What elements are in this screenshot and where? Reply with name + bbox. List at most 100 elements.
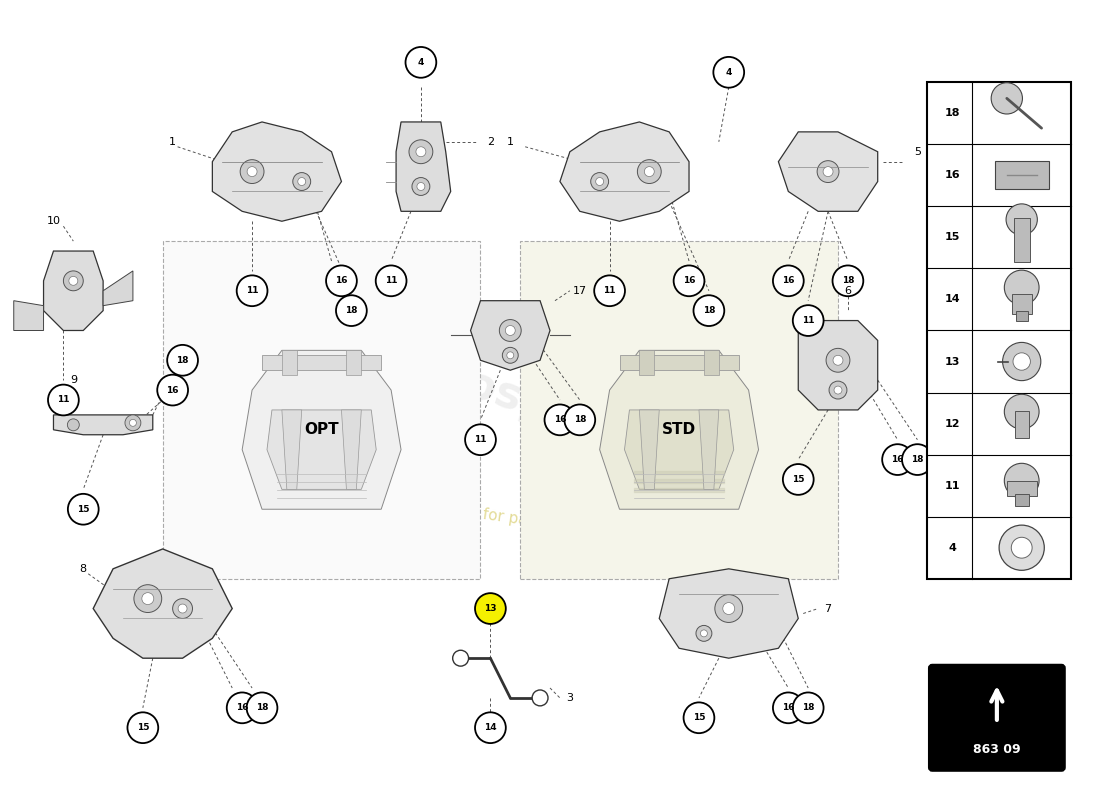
Text: 11: 11: [945, 481, 960, 490]
Circle shape: [637, 160, 661, 183]
Circle shape: [236, 275, 267, 306]
Text: OPT: OPT: [305, 422, 339, 438]
Circle shape: [465, 424, 496, 455]
Text: 16: 16: [166, 386, 179, 394]
Text: 1: 1: [169, 137, 176, 147]
Text: 15: 15: [792, 475, 804, 484]
Text: 15: 15: [693, 714, 705, 722]
Polygon shape: [639, 410, 659, 490]
Text: 4: 4: [726, 68, 732, 77]
FancyBboxPatch shape: [1015, 311, 1027, 322]
Text: 12: 12: [945, 418, 960, 429]
Polygon shape: [44, 251, 103, 330]
Circle shape: [417, 182, 425, 190]
Text: 4: 4: [418, 58, 425, 67]
Circle shape: [544, 405, 575, 435]
Text: 11: 11: [57, 395, 69, 405]
Circle shape: [823, 166, 833, 177]
Text: 10: 10: [46, 216, 60, 226]
Polygon shape: [560, 122, 689, 222]
Circle shape: [227, 693, 257, 723]
Circle shape: [246, 693, 277, 723]
Circle shape: [499, 319, 521, 342]
Circle shape: [167, 345, 198, 376]
Text: 5: 5: [914, 146, 921, 157]
Circle shape: [416, 146, 426, 157]
Circle shape: [336, 295, 366, 326]
FancyBboxPatch shape: [346, 350, 361, 375]
Circle shape: [48, 385, 79, 415]
Circle shape: [834, 386, 842, 394]
Circle shape: [64, 271, 84, 290]
Circle shape: [594, 275, 625, 306]
Text: 13: 13: [945, 357, 960, 366]
Circle shape: [1002, 342, 1041, 381]
Circle shape: [833, 355, 843, 366]
FancyBboxPatch shape: [282, 350, 297, 375]
Text: 16: 16: [553, 415, 566, 424]
Text: 6: 6: [845, 286, 851, 296]
Circle shape: [999, 525, 1044, 570]
Circle shape: [701, 630, 707, 637]
FancyBboxPatch shape: [1014, 410, 1028, 438]
Circle shape: [696, 626, 712, 642]
Polygon shape: [242, 350, 402, 510]
Circle shape: [1004, 463, 1040, 498]
Text: 18: 18: [802, 703, 814, 712]
Circle shape: [507, 352, 514, 358]
Text: 11: 11: [802, 316, 814, 325]
Circle shape: [645, 166, 654, 177]
Circle shape: [833, 266, 864, 296]
Circle shape: [69, 276, 78, 286]
Circle shape: [298, 178, 306, 186]
FancyBboxPatch shape: [994, 162, 1048, 190]
Circle shape: [673, 266, 704, 296]
Text: 3: 3: [566, 693, 573, 703]
Circle shape: [1004, 270, 1040, 305]
Polygon shape: [94, 549, 232, 658]
FancyBboxPatch shape: [619, 355, 739, 370]
FancyBboxPatch shape: [1014, 218, 1030, 262]
Circle shape: [248, 166, 257, 177]
Text: 16: 16: [945, 170, 960, 180]
Text: 17: 17: [573, 286, 587, 296]
Circle shape: [817, 161, 839, 182]
Text: 863 09: 863 09: [974, 743, 1021, 756]
Circle shape: [326, 266, 356, 296]
Text: 11: 11: [245, 286, 258, 295]
Polygon shape: [799, 321, 878, 410]
Circle shape: [128, 712, 158, 743]
Polygon shape: [625, 410, 734, 490]
Circle shape: [240, 160, 264, 183]
Circle shape: [376, 266, 407, 296]
Text: 18: 18: [256, 703, 268, 712]
Circle shape: [503, 347, 518, 363]
Circle shape: [793, 693, 824, 723]
Circle shape: [475, 593, 506, 624]
FancyBboxPatch shape: [163, 241, 481, 578]
Circle shape: [773, 266, 804, 296]
Circle shape: [715, 594, 742, 622]
Polygon shape: [267, 410, 376, 490]
Text: 9: 9: [69, 375, 77, 385]
Text: STD: STD: [662, 422, 696, 438]
Text: 18: 18: [573, 415, 586, 424]
FancyBboxPatch shape: [1014, 494, 1028, 506]
Circle shape: [902, 444, 933, 475]
Circle shape: [882, 444, 913, 475]
Circle shape: [596, 178, 604, 186]
Circle shape: [1006, 204, 1037, 235]
Circle shape: [773, 693, 804, 723]
Polygon shape: [103, 271, 133, 306]
Circle shape: [157, 374, 188, 406]
Circle shape: [409, 140, 432, 164]
Text: 11: 11: [603, 286, 616, 295]
Text: 11: 11: [474, 435, 486, 444]
Text: a passion for parts since 1988: a passion for parts since 1988: [405, 496, 636, 542]
Polygon shape: [698, 410, 718, 490]
Circle shape: [68, 494, 99, 525]
Circle shape: [723, 602, 735, 614]
Circle shape: [793, 305, 824, 336]
Polygon shape: [659, 569, 799, 658]
Circle shape: [412, 178, 430, 195]
